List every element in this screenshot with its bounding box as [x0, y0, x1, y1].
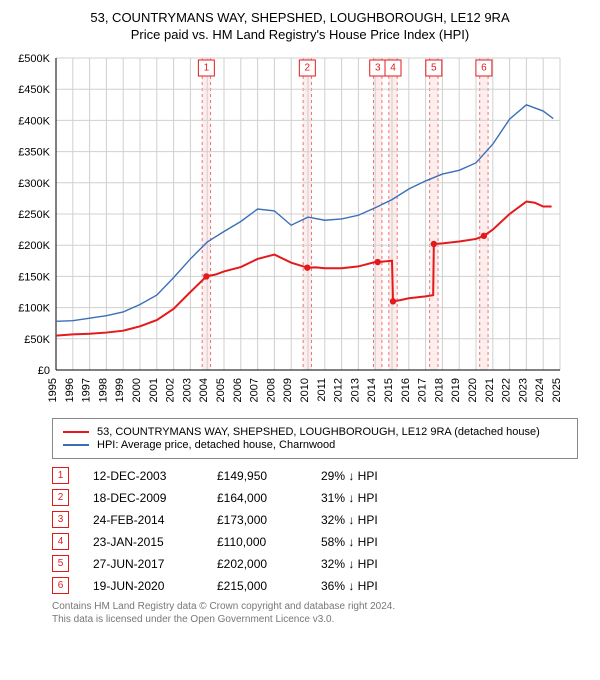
sales-table: 1 12-DEC-2003 £149,950 29% ↓ HPI 2 18-DEC-200… [52, 467, 578, 594]
svg-text:2007: 2007 [249, 378, 261, 402]
svg-text:2020: 2020 [467, 378, 479, 402]
sales-diff: 36% ↓ HPI [321, 579, 421, 593]
sales-price: £173,000 [217, 513, 297, 527]
svg-text:2023: 2023 [517, 378, 529, 402]
svg-text:1997: 1997 [81, 378, 93, 402]
sales-date: 19-JUN-2020 [93, 579, 193, 593]
sales-price: £202,000 [217, 557, 297, 571]
svg-text:1995: 1995 [47, 378, 59, 402]
svg-text:2015: 2015 [383, 378, 395, 402]
sales-date: 18-DEC-2009 [93, 491, 193, 505]
footer-note: Contains HM Land Registry data © Crown c… [52, 600, 578, 626]
svg-text:£500K: £500K [18, 53, 50, 65]
svg-text:2: 2 [305, 63, 311, 74]
sales-diff: 32% ↓ HPI [321, 557, 421, 571]
sales-row: 4 23-JAN-2015 £110,000 58% ↓ HPI [52, 533, 578, 550]
svg-text:£250K: £250K [18, 209, 50, 221]
sales-marker: 1 [52, 467, 69, 484]
svg-text:£200K: £200K [18, 240, 50, 252]
sales-row: 5 27-JUN-2017 £202,000 32% ↓ HPI [52, 555, 578, 572]
svg-text:2017: 2017 [417, 378, 429, 402]
svg-text:2014: 2014 [366, 378, 378, 402]
chart-container: £0 £50K £100K £150K £200K £250K £300K £350K £400… [10, 50, 590, 410]
svg-text:2011: 2011 [316, 378, 328, 402]
legend-swatch [63, 444, 89, 446]
svg-text:£100K: £100K [18, 303, 50, 315]
sales-price: £149,950 [217, 469, 297, 483]
sales-marker: 5 [52, 555, 69, 572]
sales-price: £164,000 [217, 491, 297, 505]
sales-marker: 4 [52, 533, 69, 550]
legend-item: HPI: Average price, detached house, Char… [63, 439, 567, 451]
svg-text:2012: 2012 [333, 378, 345, 402]
svg-text:£400K: £400K [18, 115, 50, 127]
sales-price: £110,000 [217, 535, 297, 549]
svg-text:2001: 2001 [148, 378, 160, 402]
sales-date: 23-JAN-2015 [93, 535, 193, 549]
sales-date: 12-DEC-2003 [93, 469, 193, 483]
footer-line-2: This data is licensed under the Open Gov… [52, 613, 578, 626]
svg-text:£50K: £50K [24, 334, 50, 346]
price-chart: £0 £50K £100K £150K £200K £250K £300K £350K £400… [10, 50, 570, 410]
sales-row: 3 24-FEB-2014 £173,000 32% ↓ HPI [52, 511, 578, 528]
sales-row: 2 18-DEC-2009 £164,000 31% ↓ HPI [52, 489, 578, 506]
legend-label: 53, COUNTRYMANS WAY, SHEPSHED, LOUGHBORO… [97, 426, 540, 438]
title-line-2: Price paid vs. HM Land Registry's House … [10, 27, 590, 42]
svg-text:1996: 1996 [64, 378, 76, 402]
sales-diff: 31% ↓ HPI [321, 491, 421, 505]
svg-text:2008: 2008 [265, 378, 277, 402]
svg-text:2000: 2000 [131, 378, 143, 402]
svg-text:£450K: £450K [18, 84, 50, 96]
svg-text:2021: 2021 [484, 378, 496, 402]
svg-text:6: 6 [481, 63, 487, 74]
svg-text:£150K: £150K [18, 271, 50, 283]
sales-price: £215,000 [217, 579, 297, 593]
svg-text:2022: 2022 [501, 378, 513, 402]
svg-text:2003: 2003 [181, 378, 193, 402]
svg-text:1998: 1998 [97, 378, 109, 402]
legend-swatch [63, 431, 89, 433]
sales-row: 6 19-JUN-2020 £215,000 36% ↓ HPI [52, 577, 578, 594]
sales-marker: 6 [52, 577, 69, 594]
svg-text:4: 4 [390, 63, 396, 74]
footer-line-1: Contains HM Land Registry data © Crown c… [52, 600, 578, 613]
svg-text:2002: 2002 [165, 378, 177, 402]
sales-diff: 58% ↓ HPI [321, 535, 421, 549]
svg-text:1999: 1999 [114, 378, 126, 402]
svg-text:2013: 2013 [349, 378, 361, 402]
sales-marker: 3 [52, 511, 69, 528]
svg-text:2019: 2019 [450, 378, 462, 402]
svg-text:5: 5 [431, 63, 437, 74]
svg-text:£350K: £350K [18, 147, 50, 159]
svg-text:2016: 2016 [400, 378, 412, 402]
chart-title-block: 53, COUNTRYMANS WAY, SHEPSHED, LOUGHBORO… [10, 10, 590, 42]
svg-text:£300K: £300K [18, 178, 50, 190]
legend-item: 53, COUNTRYMANS WAY, SHEPSHED, LOUGHBORO… [63, 426, 567, 438]
legend: 53, COUNTRYMANS WAY, SHEPSHED, LOUGHBORO… [52, 418, 578, 459]
svg-text:2018: 2018 [433, 378, 445, 402]
svg-text:2004: 2004 [198, 378, 210, 402]
sales-row: 1 12-DEC-2003 £149,950 29% ↓ HPI [52, 467, 578, 484]
svg-text:3: 3 [375, 63, 381, 74]
svg-text:2005: 2005 [215, 378, 227, 402]
legend-label: HPI: Average price, detached house, Char… [97, 439, 335, 451]
svg-text:2010: 2010 [299, 378, 311, 402]
svg-text:2025: 2025 [551, 378, 563, 402]
sales-diff: 29% ↓ HPI [321, 469, 421, 483]
svg-text:2006: 2006 [232, 378, 244, 402]
sales-date: 27-JUN-2017 [93, 557, 193, 571]
svg-text:2024: 2024 [534, 378, 546, 402]
svg-text:1: 1 [204, 63, 210, 74]
sales-diff: 32% ↓ HPI [321, 513, 421, 527]
sales-marker: 2 [52, 489, 69, 506]
svg-text:£0: £0 [38, 365, 50, 377]
title-line-1: 53, COUNTRYMANS WAY, SHEPSHED, LOUGHBORO… [10, 10, 590, 25]
sales-date: 24-FEB-2014 [93, 513, 193, 527]
svg-text:2009: 2009 [282, 378, 294, 402]
